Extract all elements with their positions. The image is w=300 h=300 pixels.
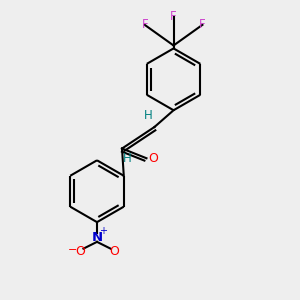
Text: F: F bbox=[141, 18, 148, 32]
Text: F: F bbox=[199, 18, 206, 32]
Text: +: + bbox=[100, 226, 107, 236]
Text: H: H bbox=[144, 109, 153, 122]
Text: O: O bbox=[109, 245, 119, 258]
Text: F: F bbox=[170, 11, 177, 23]
Text: H: H bbox=[123, 152, 132, 165]
Text: O: O bbox=[148, 152, 158, 165]
Text: N: N bbox=[92, 231, 103, 244]
Text: O: O bbox=[75, 245, 85, 258]
Text: −: − bbox=[68, 245, 77, 255]
